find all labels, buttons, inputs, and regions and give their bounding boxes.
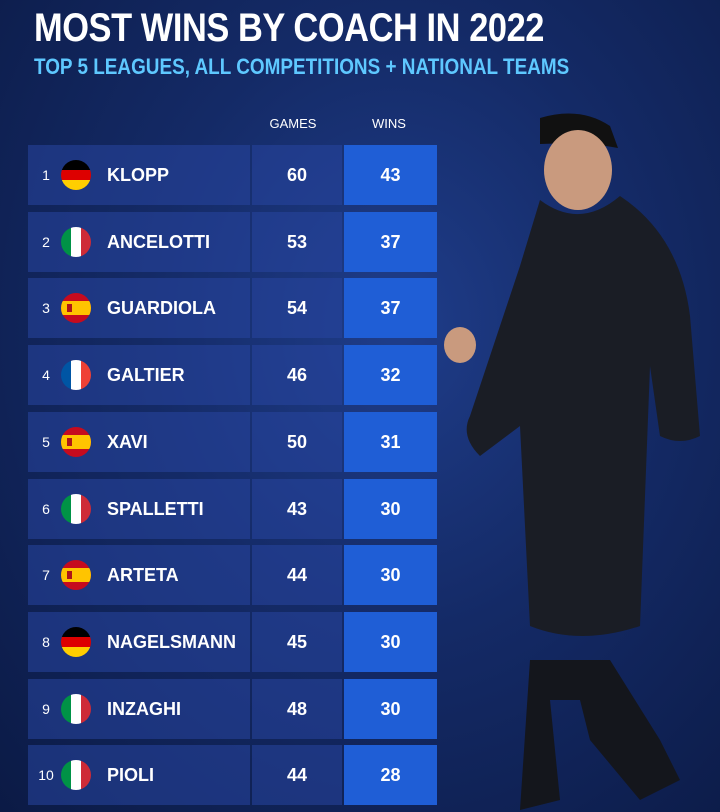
wins-cell: 31 <box>344 411 437 472</box>
wins-cell: 43 <box>344 145 437 205</box>
flag <box>61 560 91 591</box>
wins-cell: 30 <box>344 545 437 606</box>
subtitle: TOP 5 LEAGUES, ALL COMPETITIONS + NATION… <box>34 54 570 79</box>
name-cell: 2 ANCELOTTI <box>28 211 250 272</box>
rank: 7 <box>42 567 50 584</box>
coach-name: INZAGHI <box>107 698 181 719</box>
wins-value: 30 <box>380 498 401 519</box>
games-cell: 46 <box>252 345 342 406</box>
games-value: 53 <box>286 231 308 252</box>
games-cell: 50 <box>252 411 342 472</box>
rank: 9 <box>42 700 50 717</box>
wins-value: 31 <box>380 431 401 452</box>
games-cell: 43 <box>252 478 342 539</box>
table-row: 5 XAVI 50 31 <box>28 411 438 472</box>
name-cell: 6 SPALLETTI <box>28 478 250 539</box>
coach-photo <box>444 113 700 810</box>
wins-cell: 30 <box>344 611 437 672</box>
games-value: 45 <box>286 631 308 652</box>
coach-name: SPALLETTI <box>107 498 204 519</box>
wins-value: 43 <box>380 165 401 185</box>
column-header: GAMES <box>269 116 317 131</box>
games-value: 44 <box>286 565 308 586</box>
rank: 8 <box>42 633 50 650</box>
wins-value: 30 <box>380 698 401 719</box>
coach-name: XAVI <box>107 431 148 452</box>
name-cell: 5 XAVI <box>28 411 250 472</box>
rank: 2 <box>42 233 50 250</box>
games-cell: 53 <box>252 211 342 272</box>
table-row: 3 GUARDIOLA 54 37 <box>28 278 438 339</box>
wins-value: 30 <box>380 565 401 586</box>
games-cell: 60 <box>252 145 342 205</box>
name-cell: 4 GALTIER <box>28 345 250 406</box>
table-row: 7 ARTETA 44 30 <box>28 545 438 606</box>
games-value: 54 <box>286 298 308 319</box>
wins-value: 37 <box>380 298 401 319</box>
coach-name: ARTETA <box>107 565 179 586</box>
name-cell: 8 NAGELSMANN <box>28 611 250 672</box>
name-cell: 7 ARTETA <box>28 545 250 606</box>
table-row: 1 KLOPP 60 43 <box>28 145 438 205</box>
coach-name: ANCELOTTI <box>107 231 210 252</box>
table-row: 8 NAGELSMANN 45 30 <box>28 611 438 672</box>
games-value: 43 <box>286 498 308 519</box>
games-cell: 54 <box>252 278 342 339</box>
rank: 3 <box>42 300 50 317</box>
wins-cell: 28 <box>344 745 437 806</box>
games-value: 48 <box>286 698 308 719</box>
coach-name: PIOLI <box>107 765 155 786</box>
games-cell: 48 <box>252 678 342 739</box>
wins-value: 28 <box>380 765 401 786</box>
flag <box>61 226 91 257</box>
name-cell: 1 KLOPP <box>28 145 250 205</box>
wins-value: 30 <box>380 631 401 652</box>
name-cell: 10 PIOLI <box>28 745 250 806</box>
table-row: 4 GALTIER 46 32 <box>28 345 438 406</box>
flag <box>61 626 91 657</box>
column-header: WINS <box>372 116 406 131</box>
games-value: 50 <box>286 431 308 452</box>
flag <box>61 160 91 190</box>
games-value: 46 <box>286 365 308 386</box>
coach-name: GALTIER <box>107 365 185 386</box>
table-row: 6 SPALLETTI 43 30 <box>28 478 438 539</box>
rank: 6 <box>42 500 50 517</box>
rank: 1 <box>42 167 50 183</box>
coach-name: GUARDIOLA <box>107 298 216 319</box>
wins-cell: 30 <box>344 678 437 739</box>
rank: 5 <box>42 433 50 450</box>
wins-value: 32 <box>380 365 401 386</box>
wins-cell: 37 <box>344 211 437 272</box>
table-row: 2 ANCELOTTI 53 37 <box>28 211 438 272</box>
wins-cell: 30 <box>344 478 437 539</box>
table-row: 9 INZAGHI 48 30 <box>28 678 438 739</box>
games-cell: 44 <box>252 745 342 806</box>
games-cell: 45 <box>252 611 342 672</box>
coach-name: KLOPP <box>107 165 170 185</box>
rank: 10 <box>38 767 54 784</box>
title: MOST WINS BY COACH IN 2022 <box>34 6 545 50</box>
table-row: 10 PIOLI 44 28 <box>28 745 438 806</box>
wins-value: 37 <box>380 231 401 252</box>
flag <box>61 293 91 324</box>
wins-cell: 32 <box>344 345 437 406</box>
wins-cell: 37 <box>344 278 437 339</box>
games-value: 60 <box>286 165 308 185</box>
flag <box>61 493 91 524</box>
name-cell: 3 GUARDIOLA <box>28 278 250 339</box>
flag <box>61 426 91 457</box>
name-cell: 9 INZAGHI <box>28 678 250 739</box>
games-cell: 44 <box>252 545 342 606</box>
flag <box>61 760 91 791</box>
coach-name: NAGELSMANN <box>107 631 236 652</box>
games-value: 44 <box>286 765 308 786</box>
rank: 4 <box>42 367 50 384</box>
flag <box>61 693 91 724</box>
flag <box>61 360 91 391</box>
